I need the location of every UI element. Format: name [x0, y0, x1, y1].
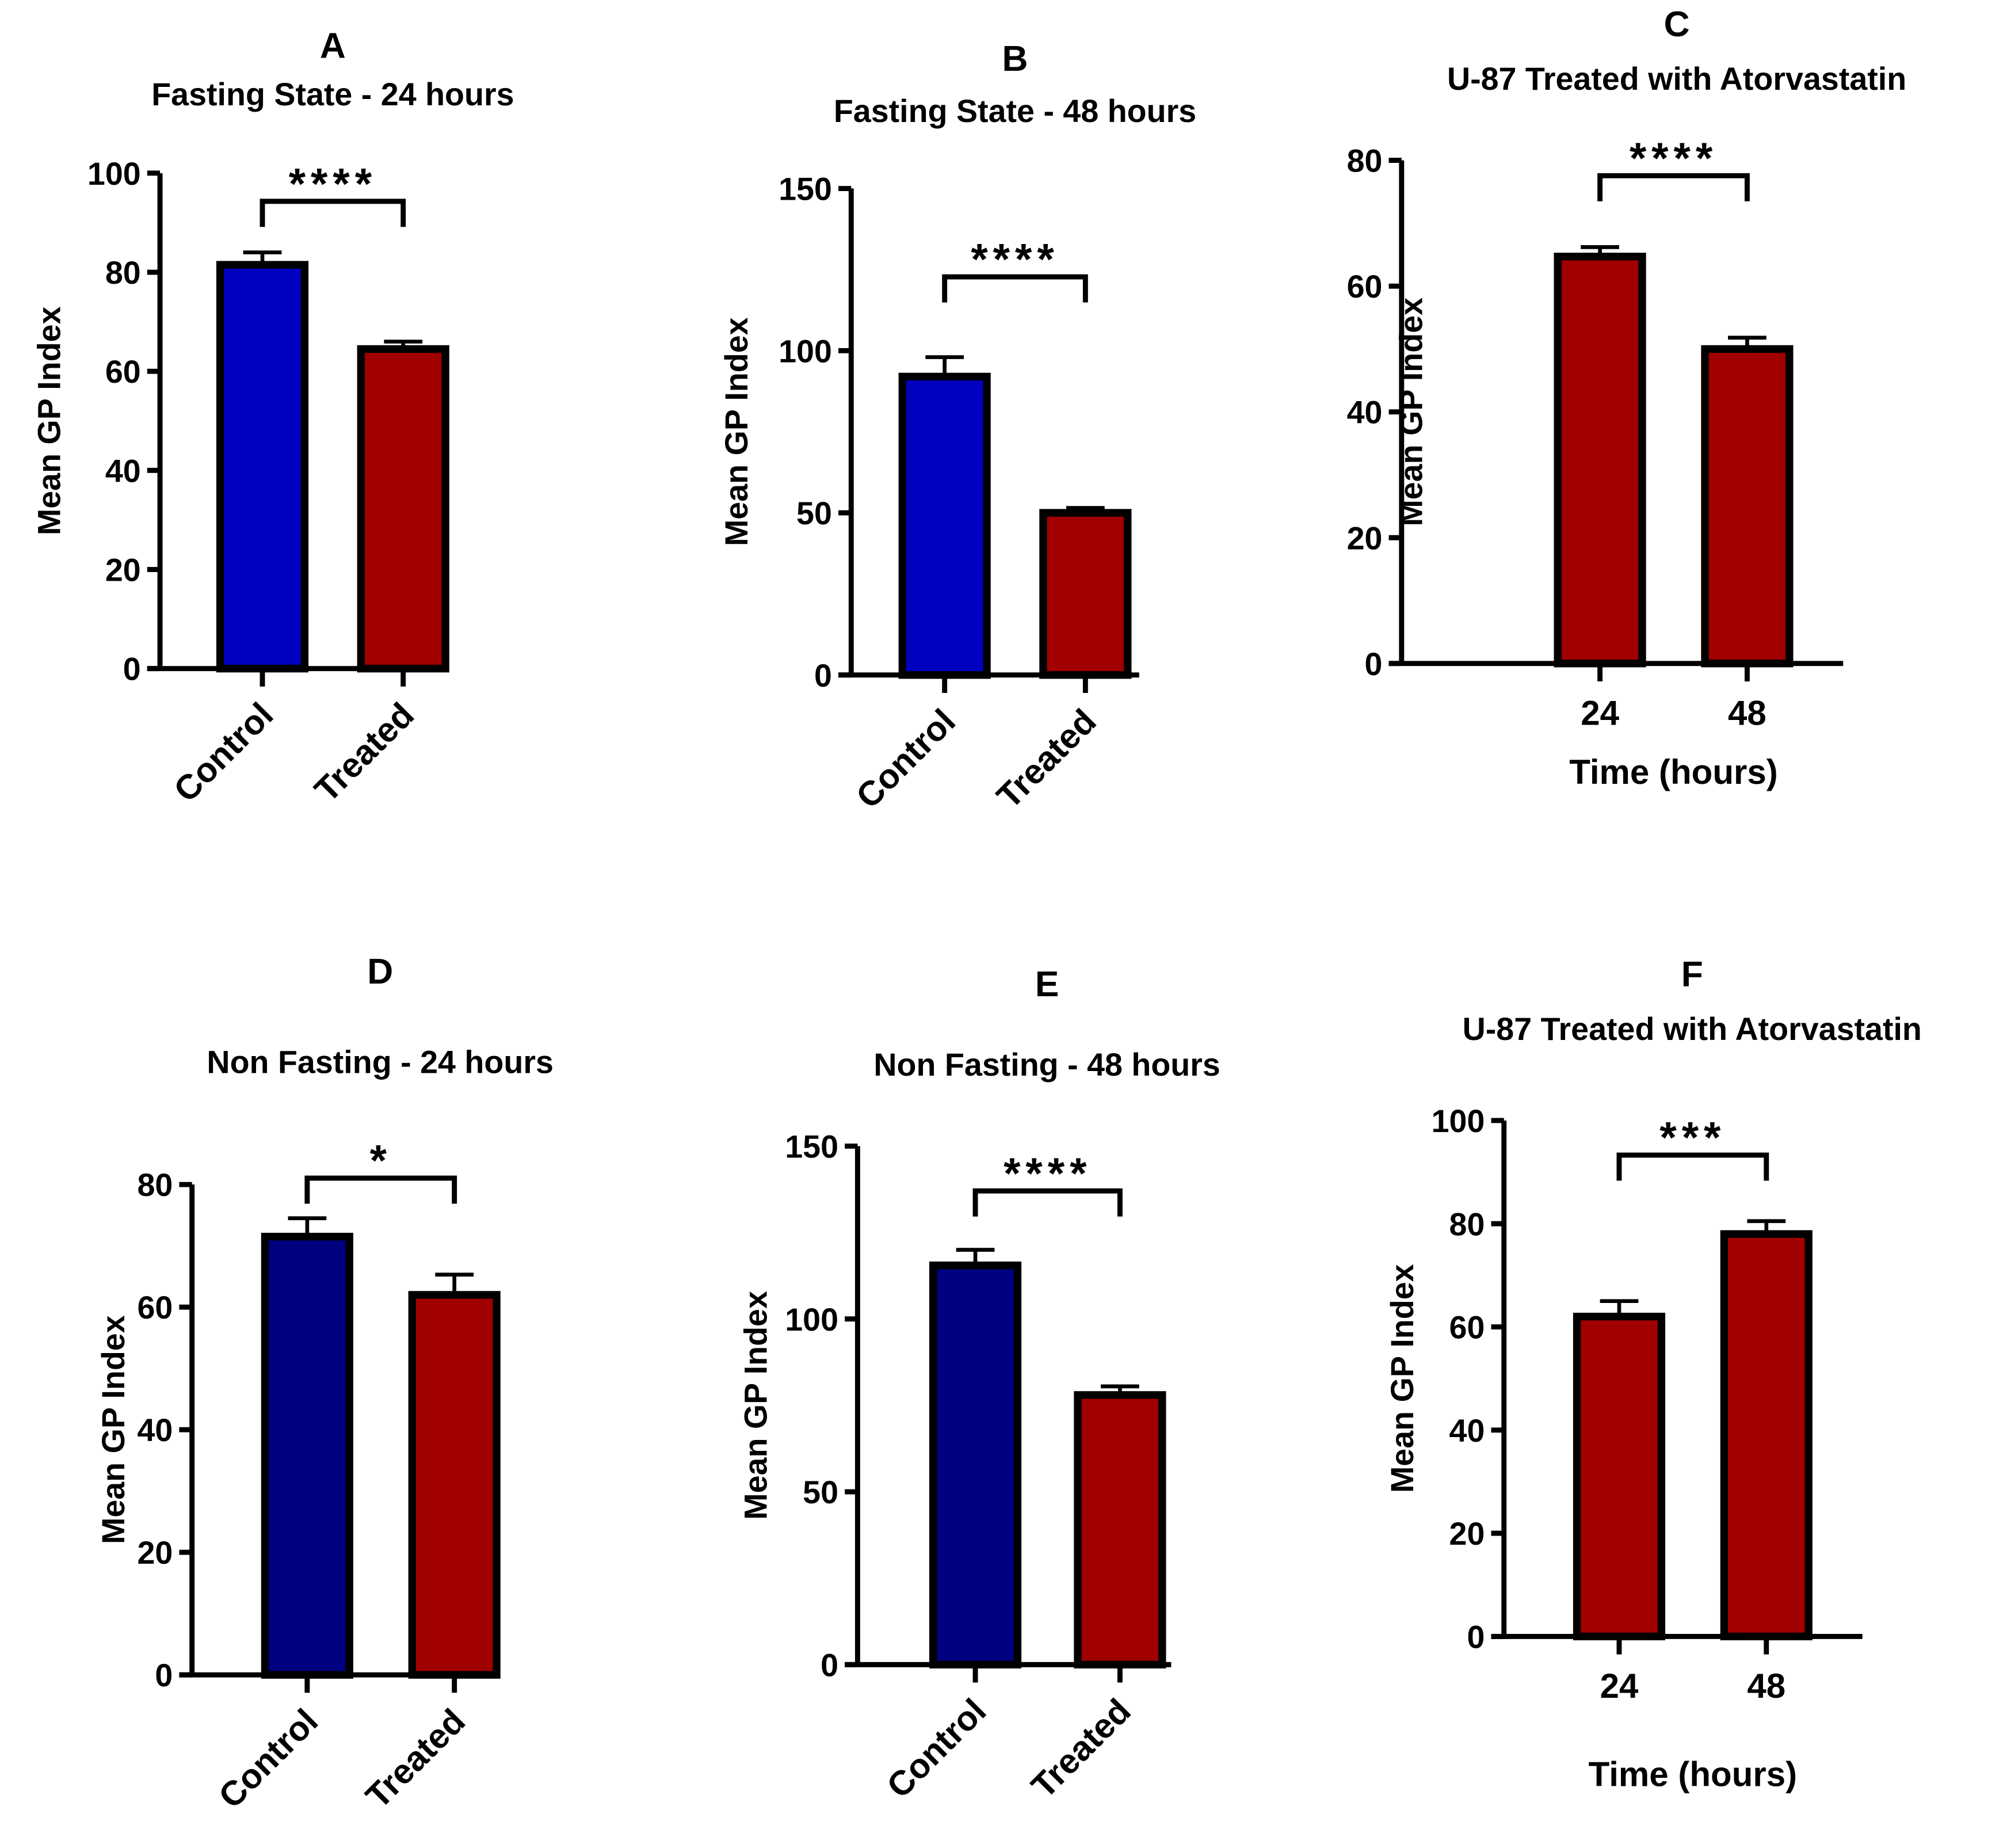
y-tick-label: 80	[105, 255, 141, 291]
bar-treated	[408, 1291, 501, 1679]
bar-control	[898, 372, 991, 679]
y-tick-label: 40	[137, 1412, 173, 1448]
bar-24	[1573, 1312, 1666, 1641]
x-tick-label: Treated	[989, 702, 1103, 816]
y-tick-label: 60	[1347, 269, 1383, 304]
bar-treated	[1039, 509, 1132, 679]
panel-title: U-87 Treated with Atorvastatin	[1463, 1011, 1922, 1047]
significance-label: ****	[1004, 1150, 1092, 1198]
panel-letter: B	[1002, 39, 1028, 79]
bar-24	[1554, 253, 1646, 668]
y-tick-label: 100	[785, 1302, 838, 1338]
y-tick-label: 150	[785, 1129, 838, 1164]
panel-title: Fasting State - 48 hours	[834, 93, 1196, 129]
y-tick-label: 150	[779, 172, 832, 207]
y-tick-label: 100	[779, 333, 832, 369]
y-axis-label: Mean GP Index	[32, 306, 67, 535]
significance-bracket	[972, 1188, 1123, 1217]
panel-letter: D	[367, 952, 393, 992]
y-tick-label: 60	[1449, 1310, 1485, 1346]
y-tick-label: 100	[87, 156, 141, 192]
x-axis-label: Time (hours)	[1589, 1755, 1798, 1794]
y-axis-label: Mean GP Index	[1384, 1264, 1420, 1493]
y-tick-label: 0	[123, 651, 141, 687]
significance-label: ***	[1659, 1114, 1726, 1163]
panel-f: F U-87 Treated with Atorvastatin Mean GP I…	[1384, 954, 1922, 1793]
y-tick-label: 20	[137, 1535, 173, 1571]
significance-label: ****	[1630, 135, 1718, 183]
bar-treated	[357, 345, 449, 673]
y-tick-label: 80	[137, 1167, 173, 1203]
x-tick-label: Treated	[1024, 1691, 1138, 1805]
panel-a: A Fasting State - 24 hours Mean GP Index 0 2…	[32, 26, 514, 810]
y-tick-label: 50	[796, 496, 832, 531]
y-tick-label: 20	[105, 553, 141, 588]
significance-label: *	[370, 1137, 392, 1186]
significance-bracket	[1597, 173, 1750, 201]
x-tick-label: 48	[1728, 694, 1766, 733]
panel-letter: F	[1681, 954, 1703, 994]
panel-title: Non Fasting - 24 hours	[207, 1045, 553, 1080]
y-tick-label: 40	[1449, 1413, 1485, 1449]
x-tick-label: 24	[1581, 694, 1619, 733]
x-axis-label: Time (hours)	[1569, 753, 1778, 791]
y-tick-label: 0	[155, 1658, 173, 1693]
panel-title: Non Fasting - 48 hours	[873, 1047, 1220, 1083]
significance-label: ****	[289, 160, 377, 208]
y-tick-label: 80	[1347, 143, 1383, 179]
significance-bracket	[304, 1175, 457, 1204]
y-tick-label: 20	[1449, 1516, 1485, 1552]
y-tick-label: 20	[1347, 520, 1383, 556]
significance-bracket	[942, 274, 1088, 303]
bar-control	[261, 1233, 353, 1679]
y-tick-label: 80	[1449, 1206, 1485, 1242]
significance-bracket	[1616, 1152, 1769, 1181]
y-tick-label: 0	[821, 1647, 838, 1683]
significance-bracket	[260, 199, 406, 227]
panel-title: U-87 Treated with Atorvastatin	[1447, 61, 1906, 97]
y-axis-label: Mean GP Index	[719, 317, 754, 546]
x-tick-label: Control	[849, 702, 963, 816]
bar-control	[216, 261, 309, 673]
x-tick-label: Treated	[307, 695, 421, 809]
bar-treated	[1074, 1391, 1166, 1669]
x-tick-label: 24	[1600, 1667, 1639, 1705]
y-tick-label: 60	[137, 1290, 173, 1325]
x-tick-label: 48	[1747, 1667, 1785, 1705]
y-tick-label: 50	[803, 1474, 838, 1510]
x-tick-label: Control	[166, 695, 280, 809]
bar-48	[1720, 1230, 1813, 1641]
panel-b: B Fasting State - 48 hours Mean GP Index 0 5…	[719, 39, 1196, 816]
y-tick-label: 100	[1432, 1103, 1485, 1139]
x-tick-label: Control	[211, 1702, 325, 1816]
y-tick-label: 0	[1365, 646, 1383, 682]
panel-e: E Non Fasting - 48 hours Mean GP Index 0 50 1…	[738, 965, 1220, 1805]
panel-d: D Non Fasting - 24 hours Mean GP Index 0 20 4…	[96, 952, 554, 1816]
x-tick-label: Treated	[358, 1702, 472, 1816]
significance-label: ****	[971, 236, 1059, 284]
panel-letter: E	[1035, 965, 1059, 1004]
y-tick-label: 40	[105, 453, 141, 489]
y-tick-label: 60	[105, 354, 141, 390]
panel-letter: C	[1664, 5, 1690, 44]
panel-letter: A	[320, 26, 346, 66]
y-axis-label: Mean GP Index	[738, 1291, 773, 1520]
y-tick-label: 0	[814, 658, 832, 694]
panel-title: Fasting State - 24 hours	[151, 77, 514, 112]
bar-48	[1701, 345, 1794, 668]
y-axis-label: Mean GP Index	[96, 1315, 131, 1544]
bar-control	[929, 1261, 1022, 1669]
y-tick-label: 0	[1467, 1619, 1485, 1655]
y-tick-label: 40	[1347, 395, 1383, 430]
x-tick-label: Control	[879, 1691, 993, 1805]
